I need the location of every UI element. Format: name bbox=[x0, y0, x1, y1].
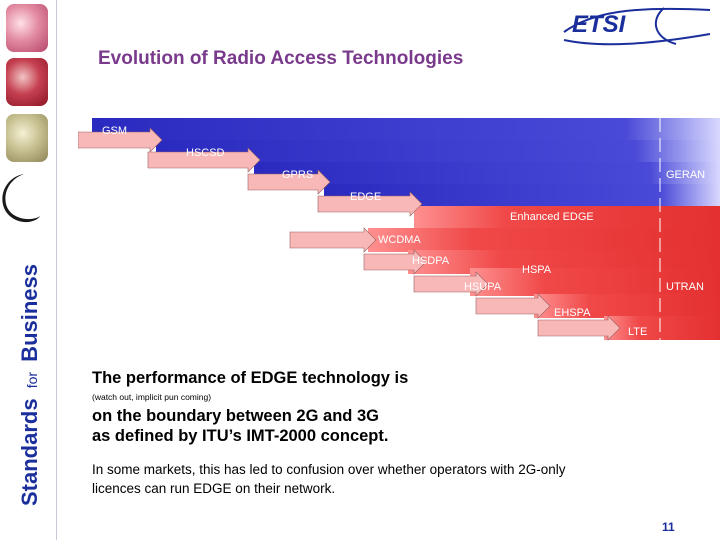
headline-line-2-3: on the boundary between 2G and 3G as def… bbox=[92, 406, 388, 446]
label-utran: UTRAN bbox=[666, 281, 704, 293]
wcdma-band bbox=[368, 228, 720, 252]
edge-arrow bbox=[317, 191, 423, 217]
headline-line-2: on the boundary between 2G and 3G bbox=[92, 407, 379, 425]
gsm-band bbox=[92, 118, 720, 142]
sidebar-divider bbox=[56, 0, 57, 540]
lte-arrow bbox=[537, 315, 621, 341]
label-gsm: GSM bbox=[102, 125, 127, 137]
sidebar-for: for bbox=[24, 372, 40, 389]
swoosh-icon bbox=[2, 174, 40, 223]
body-paragraph: In some markets, this has led to confusi… bbox=[92, 460, 692, 498]
label-hsdpa: HSDPA bbox=[412, 255, 450, 267]
label-hsupa: HSUPA bbox=[464, 281, 502, 293]
label-edge: EDGE bbox=[350, 191, 381, 203]
label-wcdma: WCDMA bbox=[378, 234, 421, 246]
wcdma-arrow bbox=[289, 227, 377, 253]
ehspa-band bbox=[534, 294, 720, 318]
pun-note: (watch out, implicit pun coming) bbox=[92, 392, 212, 402]
paragraph-line-2: licences can run EDGE on their network. bbox=[92, 481, 336, 496]
hscsd-arrow bbox=[147, 147, 261, 173]
gsm-arrow bbox=[78, 127, 163, 153]
sidebar-business: Business bbox=[17, 264, 42, 362]
standards-for-business-text: Standards for Business bbox=[17, 264, 42, 506]
technology-evolution-diagram: GSM HSCSD GPRS EDGE Enhanced EDGE WCDMA … bbox=[78, 118, 720, 358]
label-hscsd: HSCSD bbox=[186, 147, 225, 159]
logo-text: ETSI bbox=[572, 11, 627, 38]
label-hspa: HSPA bbox=[522, 264, 552, 276]
label-gprs: GPRS bbox=[282, 169, 313, 181]
etsi-logo: ETSI bbox=[563, 7, 711, 46]
enhanced-edge-band bbox=[414, 206, 720, 230]
gprs-arrow bbox=[247, 169, 331, 195]
headline-line-3: as defined by ITU’s IMT-2000 concept. bbox=[92, 427, 389, 445]
label-lte: LTE bbox=[628, 326, 647, 338]
globe-thumbnail-3 bbox=[6, 114, 48, 162]
lte-band bbox=[604, 316, 720, 340]
sidebar: Standards for Business bbox=[0, 0, 56, 540]
hsupa-arrow bbox=[413, 271, 489, 297]
page-number: 11 bbox=[662, 520, 675, 534]
label-geran: GERAN bbox=[666, 169, 705, 181]
ehspa-arrow bbox=[475, 293, 551, 319]
headline-line-1: The performance of EDGE technology is bbox=[92, 369, 409, 387]
gprs-band bbox=[254, 162, 720, 186]
hsdpa-arrow bbox=[363, 249, 427, 275]
label-ehspa: EHSPA bbox=[554, 307, 591, 319]
paragraph-line-1: In some markets, this has led to confusi… bbox=[92, 462, 566, 477]
slide-title: Evolution of Radio Access Technologies bbox=[98, 48, 464, 69]
hsupa-band bbox=[470, 268, 720, 296]
svg-text:Standards for: Standards for Business bbox=[17, 264, 42, 506]
label-enhanced-edge: Enhanced EDGE bbox=[510, 211, 594, 223]
sidebar-standards: Standards bbox=[17, 398, 42, 506]
globe-thumbnail-2 bbox=[6, 58, 48, 106]
globe-thumbnail-1 bbox=[6, 4, 48, 52]
